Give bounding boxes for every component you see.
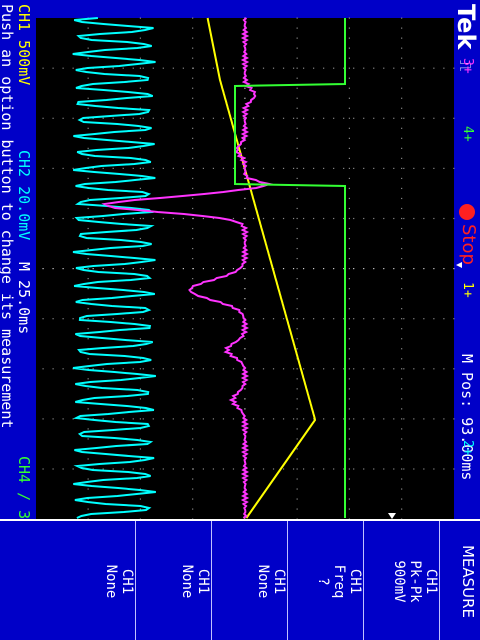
slot-type: Pk-Pk: [407, 560, 423, 603]
slot-value: 900mV: [391, 560, 407, 603]
slot-type: None: [179, 564, 195, 599]
ch3-ground-marker: 3+: [460, 58, 475, 74]
measure-menu: MEASURE CH1 Pk-Pk 900mV CH1 Freq ? CH1 N…: [0, 519, 480, 640]
slot-source: CH1: [423, 568, 439, 595]
ch1-ground-marker: 1+: [460, 282, 475, 298]
ch2-scale: CH2 20.0mV: [15, 150, 33, 241]
help-hint: Push an option button to change its meas…: [0, 4, 16, 429]
ch1-trace: [206, 17, 317, 519]
slot-source: CH1: [119, 568, 135, 595]
channel-markers: 1+ 2+ 3+ 4+: [388, 58, 475, 519]
slot-type: Freq: [331, 564, 347, 599]
slot-type: None: [103, 564, 119, 599]
ch1-scale: CH1 500mV: [15, 4, 33, 86]
ch3-trace: [101, 17, 274, 519]
ch2-ground-marker: 2+: [460, 440, 475, 456]
ch4-ground-marker: 4+: [460, 126, 475, 142]
measurement-slot-3[interactable]: CH1 None: [211, 521, 288, 640]
slot-source: CH1: [195, 568, 211, 595]
measurement-slot-5[interactable]: CH1 None: [59, 521, 136, 640]
trigger-level-marker: [388, 513, 396, 519]
menu-title: MEASURE: [459, 544, 477, 619]
graticule-grid: [42, 17, 455, 519]
measurement-slot-2[interactable]: CH1 Freq ?: [287, 521, 364, 640]
measurement-slot-1[interactable]: CH1 Pk-Pk 900mV: [363, 521, 440, 640]
slot-source: CH1: [347, 568, 363, 595]
timebase: M 25.0ms: [15, 262, 33, 335]
ch4-trace: [234, 18, 346, 518]
slot-value: ?: [315, 577, 331, 586]
slot-source: CH1: [271, 568, 287, 595]
ch2-trace: [72, 17, 156, 519]
waveform-plot: 1+ 2+ 3+ 4+: [36, 17, 475, 519]
trigger-position-marker: [456, 262, 462, 268]
measurement-slot-4[interactable]: CH1 None: [135, 521, 212, 640]
slot-type: None: [255, 564, 271, 599]
